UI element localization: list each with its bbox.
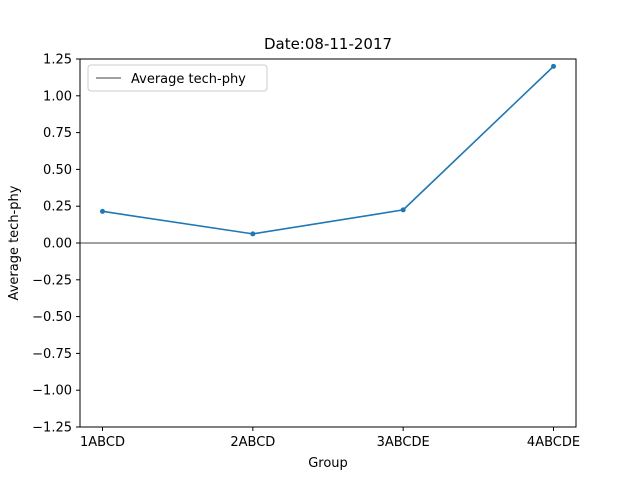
- legend: Average tech-phy: [87, 64, 268, 92]
- y-tick-label: −0.50: [32, 310, 72, 325]
- legend-box: [87, 64, 268, 92]
- data-point: [551, 63, 556, 69]
- y-tick-label: −1.00: [32, 384, 72, 399]
- x-tick-label: 2ABCD: [230, 435, 275, 450]
- data-point: [100, 208, 105, 214]
- y-tick-label: 1.25: [43, 53, 72, 68]
- y-tick-label: 0.25: [43, 200, 72, 215]
- series-group: [100, 63, 556, 237]
- x-tick-label: 3ABCDE: [377, 435, 430, 450]
- y-tick-label: 0.75: [43, 126, 72, 141]
- series-line: [102, 65, 555, 235]
- y-tick-label: −0.75: [32, 347, 72, 362]
- y-tick-label: −0.25: [32, 273, 72, 288]
- y-axis-label: Average tech-phy: [7, 185, 22, 300]
- legend-label: Average tech-phy: [131, 72, 246, 87]
- x-tick-label: 4ABCDE: [527, 435, 580, 450]
- y-tick-label: −1.25: [32, 421, 72, 436]
- data-point: [250, 231, 256, 237]
- y-tick-label: 1.00: [43, 89, 72, 104]
- x-tick-label: 1ABCD: [80, 435, 125, 450]
- y-tick-label: 0.00: [43, 237, 72, 252]
- chart-title: Date:08-11-2017: [264, 35, 392, 53]
- y-axis: −1.25 −1.00 −0.75 −0.50 −0.25 0.00 0.25 0.50 0.7…: [32, 53, 80, 436]
- x-axis: 1ABCD 2ABCD 3ABCDE 4ABCDE: [80, 427, 580, 450]
- x-axis-label: Group: [308, 456, 348, 471]
- data-point: [400, 207, 406, 213]
- y-tick-label: 0.50: [43, 163, 72, 178]
